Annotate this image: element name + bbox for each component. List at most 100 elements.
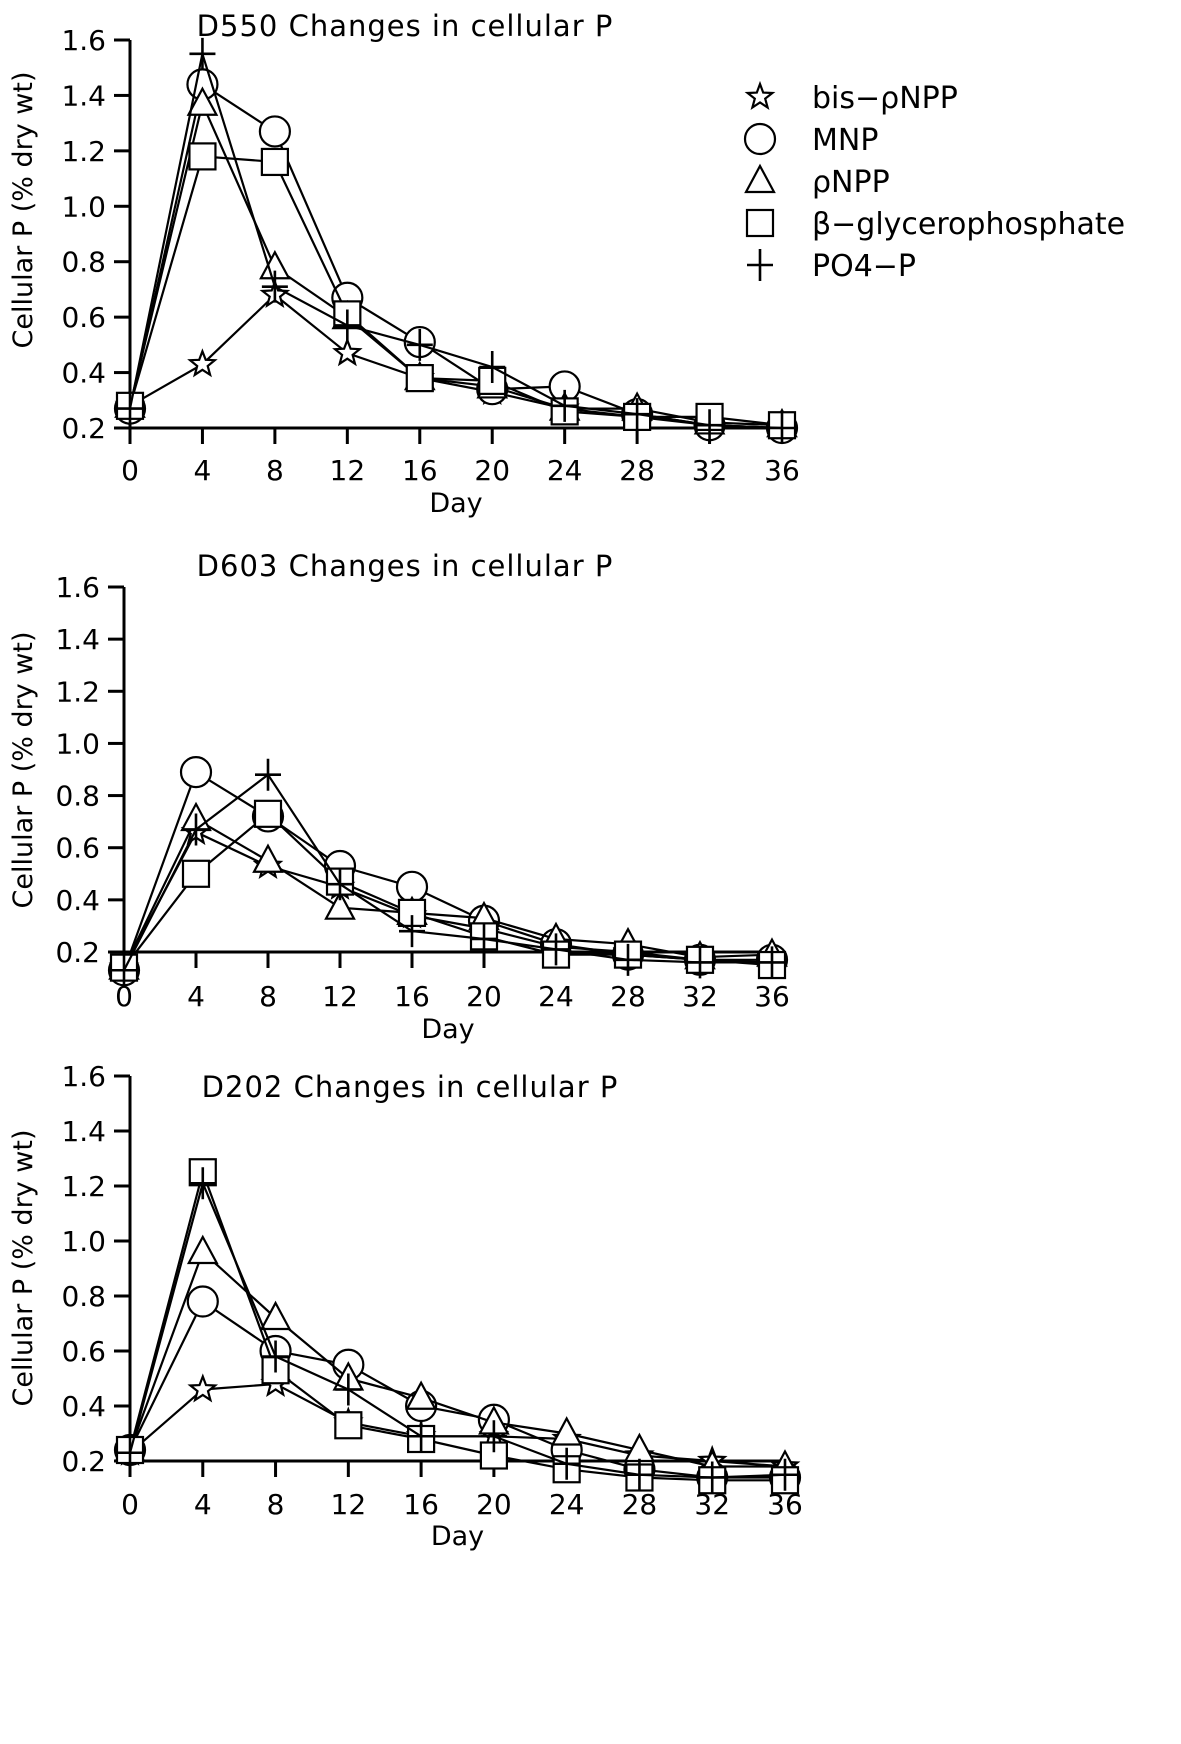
series-line bbox=[129, 1299, 785, 1479]
x-axis-title: Day bbox=[431, 1521, 484, 1552]
data-point-plus bbox=[189, 37, 216, 70]
x-axis-title: Day bbox=[429, 488, 482, 519]
data-point-plus bbox=[335, 1373, 362, 1406]
series-line bbox=[123, 830, 773, 969]
data-point-star bbox=[332, 337, 363, 367]
data-point-plus bbox=[183, 813, 209, 846]
y-tick-label: 1.0 bbox=[61, 190, 106, 223]
legend-marker-square bbox=[745, 208, 775, 238]
x-tick-label: 4 bbox=[194, 454, 212, 487]
x-tick-label: 32 bbox=[692, 454, 728, 487]
data-point-circle bbox=[179, 756, 213, 789]
series-line bbox=[123, 812, 773, 969]
data-point-plus bbox=[769, 412, 795, 444]
x-tick-label: 20 bbox=[466, 980, 502, 1013]
y-tick-label: 1.2 bbox=[55, 675, 100, 708]
y-tick-label: 0.4 bbox=[55, 884, 100, 917]
series-star bbox=[114, 278, 798, 442]
data-point-plus bbox=[624, 398, 651, 431]
x-tick-label: 0 bbox=[121, 454, 139, 487]
data-point-plus bbox=[543, 933, 569, 966]
data-point-plus bbox=[327, 868, 353, 901]
data-point-star bbox=[187, 348, 218, 378]
y-tick-label: 0.6 bbox=[61, 1335, 106, 1368]
y-axis-title: Cellular P (% dry wt) bbox=[8, 72, 39, 349]
data-point-circle bbox=[258, 115, 291, 148]
x-tick-label: 28 bbox=[622, 1488, 658, 1521]
series-line bbox=[123, 817, 773, 969]
data-point-triangle bbox=[186, 86, 219, 116]
data-point-square bbox=[260, 147, 289, 177]
x-tick-label: 4 bbox=[187, 980, 205, 1013]
x-tick-label: 24 bbox=[538, 980, 574, 1013]
y-tick-label: 1.4 bbox=[61, 1115, 106, 1148]
x-tick-label: 28 bbox=[619, 454, 655, 487]
y-tick-label: 1.6 bbox=[61, 1060, 106, 1093]
y-tick-label: 0.8 bbox=[55, 780, 100, 813]
data-point-plus bbox=[117, 392, 143, 425]
x-tick-label: 36 bbox=[754, 980, 790, 1013]
y-tick-label: 1.6 bbox=[55, 571, 100, 604]
series-plus bbox=[117, 37, 795, 444]
data-point-plus bbox=[551, 389, 578, 422]
x-tick-label: 16 bbox=[394, 980, 430, 1013]
series-line bbox=[128, 1168, 785, 1482]
data-point-triangle bbox=[252, 843, 284, 873]
y-tick-label: 1.0 bbox=[55, 727, 100, 760]
data-point-plus bbox=[699, 1461, 726, 1494]
legend-marker-plus bbox=[747, 249, 773, 281]
series-plus bbox=[117, 1167, 798, 1494]
y-tick-label: 1.2 bbox=[61, 1170, 106, 1203]
data-point-plus bbox=[687, 946, 713, 979]
y-axis-title: Cellular P (% dry wt) bbox=[8, 1130, 39, 1407]
legend-label: PO4−P bbox=[812, 249, 916, 284]
y-tick-label: 0.8 bbox=[61, 246, 106, 279]
legend-marker-circle bbox=[743, 122, 777, 156]
x-tick-label: 0 bbox=[115, 980, 133, 1013]
y-tick-label: 0.6 bbox=[55, 832, 100, 865]
data-point-plus bbox=[759, 946, 785, 979]
chart-panel-2: 0.2 0.4 0.6 0.8 1.0 1.2 1.4 1.6 0 4 8 12 16 20 24 28 32 3… bbox=[8, 549, 790, 1045]
data-point-star bbox=[187, 1373, 219, 1403]
series-triangle bbox=[114, 1234, 801, 1479]
data-point-plus bbox=[480, 1420, 507, 1453]
x-tick-label: 28 bbox=[610, 980, 646, 1013]
y-axis-title: Cellular P (% dry wt) bbox=[8, 632, 39, 909]
data-point-plus bbox=[262, 1340, 289, 1373]
x-tick-label: 8 bbox=[266, 454, 284, 487]
data-point-square bbox=[188, 142, 217, 171]
data-point-plus bbox=[471, 922, 497, 955]
x-tick-label: 32 bbox=[682, 980, 718, 1013]
series-line bbox=[123, 773, 772, 971]
series-line bbox=[129, 1382, 786, 1468]
chart-title: D603 Changes in cellular P bbox=[197, 549, 614, 583]
x-tick-label: 20 bbox=[476, 1488, 512, 1521]
chart-title: D202 Changes in cellular P bbox=[202, 1070, 619, 1104]
chart-title: D550 Changes in cellular P bbox=[197, 9, 614, 43]
chart-panel-1: 0.2 0.4 0.6 0.8 1.0 1.2 1.4 1.6 0 4 8 12 16 20 24 28 32 3… bbox=[8, 9, 800, 519]
series-line bbox=[122, 770, 772, 971]
series-plus bbox=[111, 758, 785, 987]
data-point-plus bbox=[772, 1458, 798, 1491]
data-point-plus bbox=[553, 1447, 580, 1480]
y-tick-label: 1.0 bbox=[61, 1225, 106, 1258]
series-line bbox=[128, 53, 783, 430]
y-tick-label: 0.2 bbox=[55, 936, 100, 969]
series-square bbox=[115, 1158, 800, 1495]
x-tick-label: 12 bbox=[331, 1488, 367, 1521]
data-point-circle bbox=[186, 1285, 219, 1318]
x-tick-label: 24 bbox=[549, 1488, 585, 1521]
legend: bis−ρNPP MNP ρNPP β−glycerophosphate PO4−P bbox=[743, 80, 1125, 284]
x-tick-label: 36 bbox=[764, 454, 800, 487]
y-tick-label: 1.4 bbox=[55, 623, 100, 656]
y-tick-label: 0.4 bbox=[61, 357, 106, 390]
chart-panel-3: 0.20.40.60.81.01.21.41.60 4 8 12 16 20 24 28 32 3… bbox=[8, 1060, 803, 1552]
data-point-plus bbox=[261, 270, 288, 303]
y-tick-label: 0.8 bbox=[61, 1280, 106, 1313]
y-tick-label: 0.6 bbox=[61, 301, 106, 334]
x-tick-label: 20 bbox=[474, 454, 510, 487]
x-tick-label: 12 bbox=[330, 454, 366, 487]
data-point-triangle bbox=[259, 1300, 292, 1331]
x-tick-label: 8 bbox=[267, 1488, 285, 1521]
x-axis-title: Day bbox=[421, 1014, 474, 1045]
